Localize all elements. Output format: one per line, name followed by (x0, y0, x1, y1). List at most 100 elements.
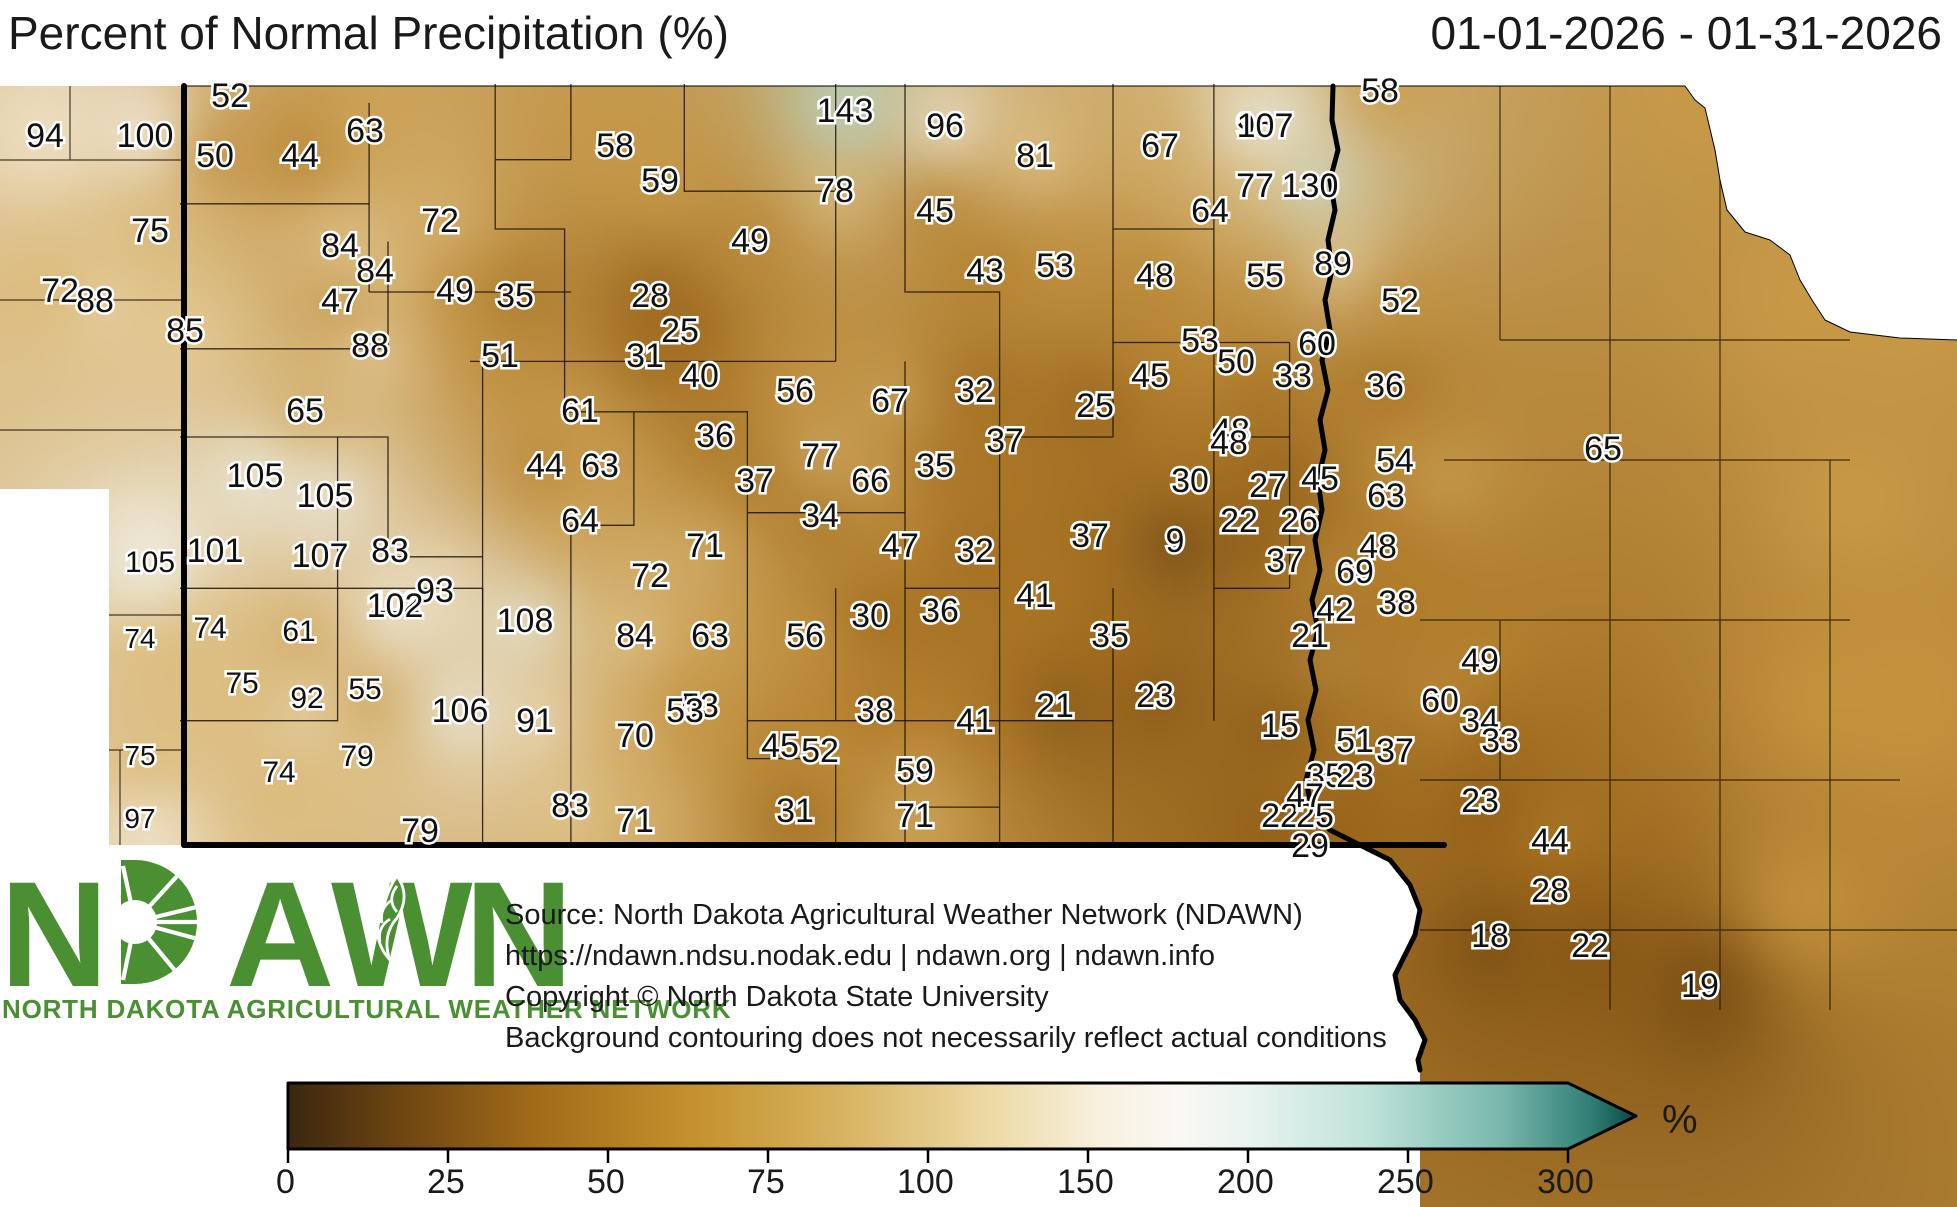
svg-text:52: 52 (1381, 282, 1419, 320)
svg-text:105: 105 (227, 457, 284, 495)
svg-text:22: 22 (1571, 927, 1609, 965)
svg-text:A: A (226, 850, 331, 1018)
svg-text:72: 72 (421, 202, 459, 240)
svg-text:102: 102 (367, 587, 424, 625)
svg-text:35: 35 (1091, 617, 1129, 655)
svg-text:28: 28 (631, 277, 669, 315)
svg-text:40: 40 (681, 357, 719, 395)
svg-text:9: 9 (1166, 522, 1185, 560)
svg-text:23: 23 (1136, 677, 1174, 715)
svg-text:78: 78 (816, 172, 854, 210)
svg-text:37: 37 (1071, 517, 1109, 555)
svg-text:15: 15 (1261, 707, 1299, 745)
svg-text:70: 70 (616, 717, 654, 755)
svg-text:30: 30 (851, 597, 889, 635)
svg-text:84: 84 (356, 252, 394, 290)
svg-text:89: 89 (1314, 245, 1352, 283)
svg-text:49: 49 (436, 272, 474, 310)
svg-text:42: 42 (1316, 591, 1354, 629)
svg-text:84: 84 (321, 227, 359, 265)
svg-text:28: 28 (1531, 872, 1569, 910)
svg-text:31: 31 (626, 337, 664, 375)
svg-text:32: 32 (956, 372, 994, 410)
svg-text:61: 61 (561, 392, 599, 430)
svg-text:108: 108 (497, 602, 554, 640)
svg-text:67: 67 (871, 382, 909, 420)
svg-text:74: 74 (193, 612, 226, 645)
svg-text:36: 36 (921, 592, 959, 630)
svg-text:51: 51 (481, 337, 519, 375)
svg-text:63: 63 (581, 447, 619, 485)
svg-text:23: 23 (1461, 782, 1499, 820)
svg-text:53: 53 (666, 692, 704, 730)
svg-text:63: 63 (1367, 477, 1405, 515)
svg-text:143: 143 (817, 92, 874, 130)
svg-text:64: 64 (561, 502, 599, 540)
svg-text:52: 52 (211, 77, 249, 115)
svg-text:105: 105 (297, 477, 354, 515)
svg-text:30: 30 (1171, 462, 1209, 500)
svg-text:25: 25 (661, 312, 699, 350)
svg-text:75: 75 (225, 667, 258, 700)
svg-text:45: 45 (1301, 460, 1339, 498)
svg-text:52: 52 (801, 732, 839, 770)
svg-text:43: 43 (966, 252, 1004, 290)
svg-text:50: 50 (196, 137, 234, 175)
svg-text:58: 58 (1361, 72, 1399, 110)
svg-text:100: 100 (117, 117, 174, 155)
svg-text:56: 56 (776, 372, 814, 410)
svg-text:38: 38 (856, 692, 894, 730)
svg-text:29: 29 (1291, 827, 1329, 865)
svg-text:26: 26 (1280, 502, 1318, 540)
svg-text:44: 44 (281, 137, 319, 175)
svg-text:58: 58 (596, 127, 634, 165)
svg-text:32: 32 (956, 532, 994, 570)
svg-text:79: 79 (401, 812, 439, 850)
svg-text:83: 83 (371, 532, 409, 570)
svg-text:69: 69 (1336, 553, 1374, 591)
svg-text:47: 47 (321, 282, 359, 320)
svg-text:91: 91 (516, 702, 554, 740)
svg-text:48: 48 (1136, 257, 1174, 295)
svg-text:45: 45 (761, 727, 799, 765)
svg-text:54: 54 (1376, 442, 1414, 480)
svg-text:75: 75 (131, 212, 169, 250)
svg-text:81: 81 (1016, 137, 1054, 175)
svg-text:94: 94 (26, 117, 64, 155)
svg-text:107: 107 (1237, 107, 1294, 145)
svg-text:22: 22 (1220, 502, 1258, 540)
svg-text:35: 35 (916, 447, 954, 485)
svg-text:45: 45 (916, 192, 954, 230)
svg-text:71: 71 (616, 802, 654, 840)
svg-text:49: 49 (1461, 642, 1499, 680)
svg-text:55: 55 (348, 673, 381, 706)
svg-text:21: 21 (1036, 687, 1074, 725)
svg-text:55: 55 (1246, 257, 1284, 295)
svg-text:35: 35 (496, 277, 534, 315)
svg-text:37: 37 (986, 422, 1024, 460)
svg-text:53: 53 (1036, 247, 1074, 285)
svg-text:66: 66 (851, 462, 889, 500)
svg-text:77: 77 (801, 437, 839, 475)
svg-text:67: 67 (1141, 127, 1179, 165)
svg-text:105: 105 (125, 546, 175, 579)
svg-text:37: 37 (736, 462, 774, 500)
svg-text:74: 74 (124, 623, 155, 654)
svg-text:N: N (0, 850, 102, 1018)
svg-text:36: 36 (1366, 367, 1404, 405)
svg-text:37: 37 (1266, 542, 1304, 580)
svg-text:23: 23 (1336, 757, 1374, 795)
svg-text:41: 41 (956, 702, 994, 740)
svg-text:47: 47 (881, 527, 919, 565)
svg-text:85: 85 (166, 312, 204, 350)
svg-text:19: 19 (1681, 967, 1719, 1005)
svg-text:88: 88 (351, 327, 389, 365)
svg-text:77: 77 (1236, 167, 1274, 205)
svg-text:65: 65 (1584, 430, 1622, 468)
svg-text:25: 25 (1076, 387, 1114, 425)
svg-text:75: 75 (124, 740, 155, 771)
svg-text:107: 107 (292, 537, 349, 575)
svg-text:72: 72 (41, 272, 79, 310)
svg-text:71: 71 (686, 527, 724, 565)
svg-text:84: 84 (616, 617, 654, 655)
